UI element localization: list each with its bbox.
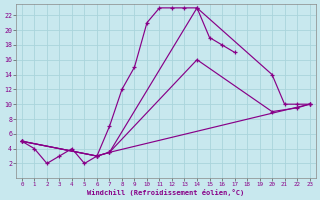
X-axis label: Windchill (Refroidissement éolien,°C): Windchill (Refroidissement éolien,°C) xyxy=(87,189,244,196)
